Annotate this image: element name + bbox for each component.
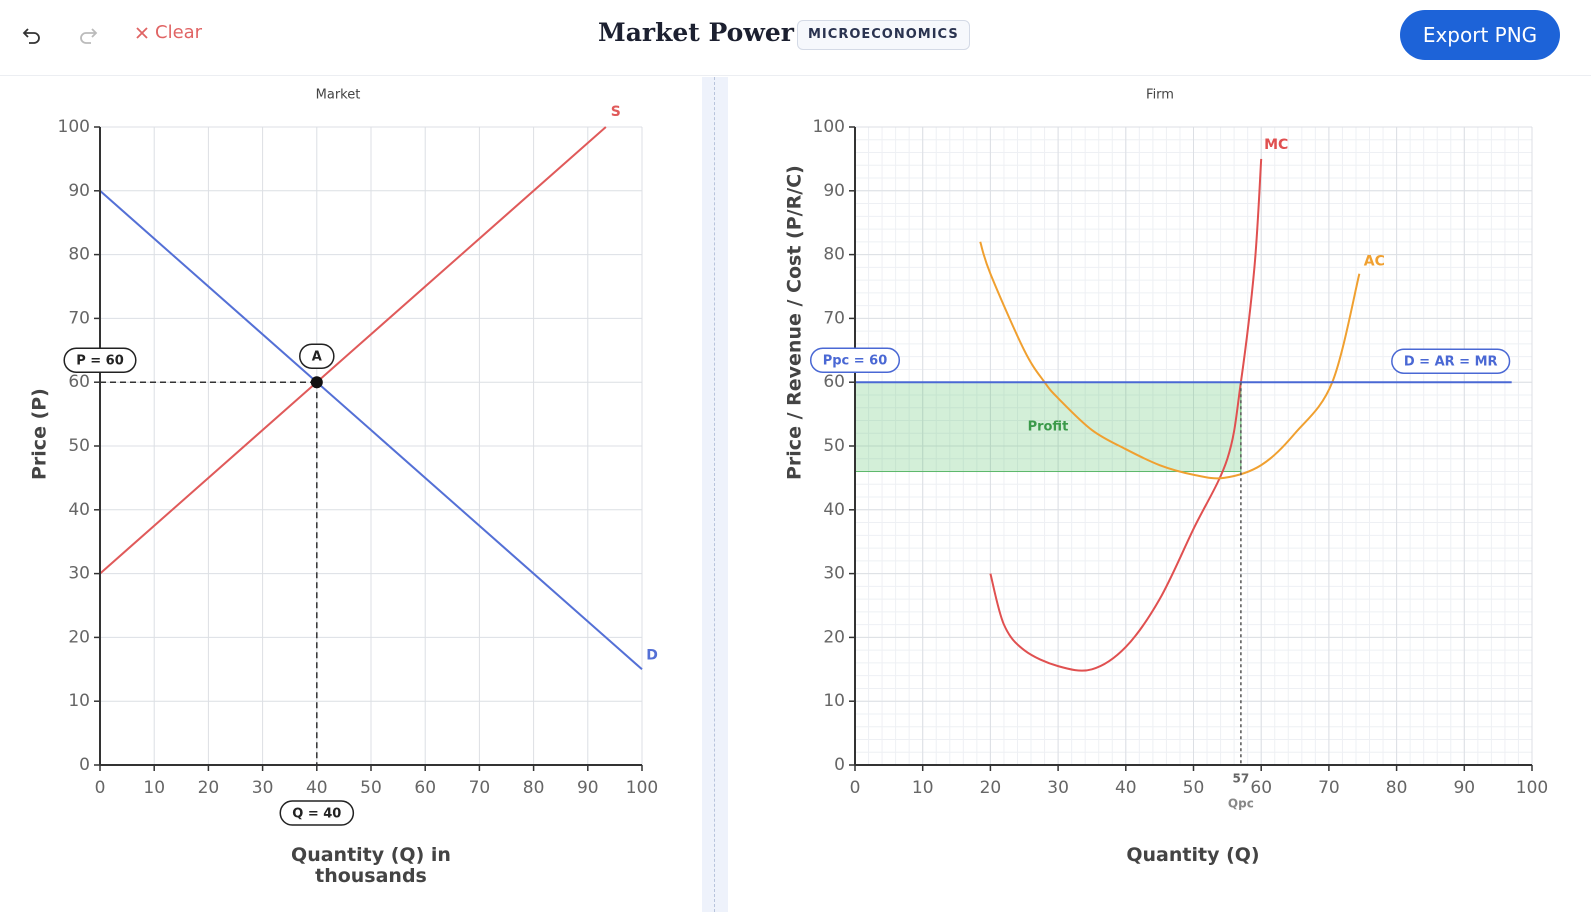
y-tick-label: 50 [68,436,90,456]
y-tick-label: 0 [79,755,90,775]
x-tick-label: 70 [1318,778,1340,798]
pill-label: A [312,350,322,365]
clear-button[interactable]: Clear [135,22,202,43]
y-tick-label: 40 [823,500,845,520]
pill-label: Ppc = 60 [823,354,888,369]
x-tick-label: 10 [912,778,934,798]
y-tick-label: 100 [813,117,845,137]
pill-label: Q = 40 [292,807,341,822]
label-pill [809,347,901,373]
redo-button[interactable] [78,25,98,45]
curve [989,158,1263,672]
x-tick-label: 10 [143,778,165,798]
x-tick-label: 70 [469,778,491,798]
x-tick-label: 60 [414,778,436,798]
x-tick-label: 40 [306,778,328,798]
curve [979,241,1361,480]
x-tick-label: 30 [1047,778,1069,798]
series-label: D [646,647,658,663]
undo-button[interactable] [22,25,42,45]
x-tick-label: 80 [523,778,545,798]
x-tick-label: 40 [1115,778,1137,798]
x-tick-label: 0 [95,778,106,798]
curve [99,190,643,671]
y-tick-label: 40 [68,500,90,520]
x-tick-label: 60 [1250,778,1272,798]
series-label: MC [1264,137,1288,153]
chart-title: Market [316,88,361,103]
y-axis-label: Price (P) [29,388,51,480]
panel-divider [702,77,728,912]
x-tick-label: 20 [198,778,220,798]
y-tick-label: 80 [68,245,90,265]
y-tick-label: 60 [823,372,845,392]
y-tick-label: 0 [834,755,845,775]
profit-label: Profit [1028,419,1069,434]
y-tick-label: 10 [68,691,90,711]
x-tick-label: 100 [1516,778,1548,798]
label-pill [279,800,355,826]
y-tick-label: 30 [823,564,845,584]
x-axis-label: Quantity (Q) in thousands [291,844,451,887]
page-title: Market Power [598,18,794,47]
y-tick-label: 30 [68,564,90,584]
y-tick-label: 90 [68,181,90,201]
x-tick-label: 90 [1453,778,1475,798]
y-tick-label: 70 [68,308,90,328]
y-tick-label: 80 [823,245,845,265]
equilibrium-point [310,376,323,389]
y-tick-label: 10 [823,691,845,711]
quantity-label: Qpc [1228,797,1254,811]
clear-icon [136,26,148,39]
y-tick-label: 20 [68,627,90,647]
pill-label: P = 60 [76,354,124,369]
y-tick-label: 20 [823,627,845,647]
y-tick-label: 70 [823,308,845,328]
y-axis-label: Price / Revenue / Cost (P/R/C) [784,165,806,480]
y-tick-label: 100 [58,117,90,137]
label-pill [63,347,137,373]
label-pill [299,343,335,369]
y-tick-label: 50 [823,436,845,456]
x-tick-label: 0 [850,778,861,798]
y-tick-label: 90 [823,181,845,201]
x-tick-label: 100 [626,778,658,798]
series-label: S [611,104,621,120]
export-button[interactable]: Export PNG [1400,10,1560,60]
x-axis-label: Quantity (Q) [1126,844,1260,866]
x-tick-label: 30 [252,778,274,798]
x-tick-label: 90 [577,778,599,798]
chart-title: Firm [1146,88,1174,103]
y-tick-label: 60 [68,372,90,392]
x-tick-label: 80 [1386,778,1408,798]
series-label: AC [1364,254,1385,270]
quantity-value: 57 [1233,772,1250,786]
x-tick-label: 50 [1183,778,1205,798]
clear-label: Clear [155,22,203,43]
profit-area [854,381,1242,473]
toolbar: Clear Market Power MICROECONOMICS Export… [0,0,1591,76]
x-tick-label: 20 [980,778,1002,798]
label-pill [1391,348,1511,374]
pill-label: D = AR = MR [1404,355,1498,370]
curve [99,126,607,575]
x-tick-label: 50 [360,778,382,798]
badge: MICROECONOMICS [797,20,970,50]
